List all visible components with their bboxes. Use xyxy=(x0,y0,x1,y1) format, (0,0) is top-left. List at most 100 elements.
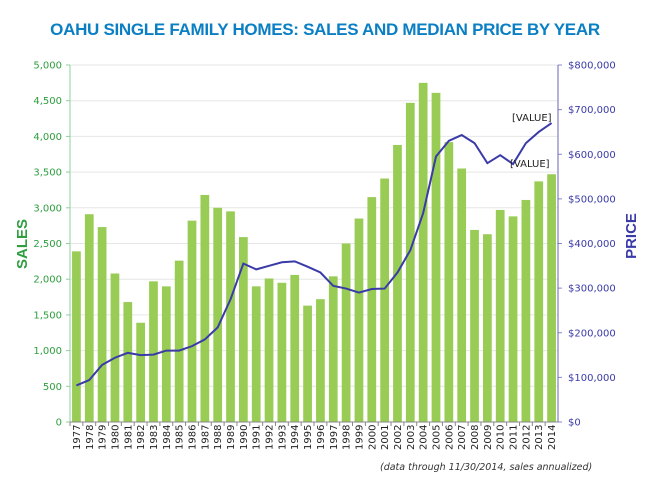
sales-bar-2009 xyxy=(483,234,492,422)
left-tick-label: 4,500 xyxy=(33,96,62,107)
price-line-path xyxy=(76,122,553,387)
sales-bar-1999 xyxy=(354,218,364,422)
price-line xyxy=(76,122,553,387)
x-tick-label: 1978 xyxy=(85,425,96,450)
right-tick-label: $600,000 xyxy=(568,150,616,161)
left-tick-label: 0 xyxy=(56,418,62,429)
sales-bar-1997 xyxy=(328,276,338,422)
x-tick-label: 1985 xyxy=(175,425,186,450)
right-tick-label: $800,000 xyxy=(568,61,616,72)
sales-bar-2011 xyxy=(508,216,518,422)
sales-bar-1989 xyxy=(226,211,235,422)
footnote: (data through 11/30/2014, sales annualiz… xyxy=(380,462,592,473)
x-tick-label: 2006 xyxy=(444,425,455,450)
sales-bar-1979 xyxy=(97,227,107,422)
left-tick-label: 2,000 xyxy=(33,275,62,286)
right-tick-label: $300,000 xyxy=(568,284,616,295)
sales-bar-2007 xyxy=(457,168,467,422)
axes: 0 500 1,000 1,500 2,000 2,500 3,000 3,500 4,000 4… xyxy=(33,61,615,451)
x-tick-label: 1999 xyxy=(354,425,365,450)
x-tick-label: 1993 xyxy=(277,425,288,450)
left-tick-label: 1,500 xyxy=(33,310,62,321)
x-tick-label: 2014 xyxy=(547,425,558,450)
price-annotation: [VALUE] xyxy=(512,113,552,124)
x-tick-label: 2012 xyxy=(521,425,532,450)
right-axis-label: PRICE xyxy=(623,213,640,259)
x-tick-label: 2005 xyxy=(432,425,443,450)
sales-bar-2013 xyxy=(534,181,544,422)
sales-bar-1984 xyxy=(161,286,171,422)
x-tick-label: 2004 xyxy=(419,425,430,450)
right-tick-label: $400,000 xyxy=(568,239,616,250)
sales-bar-1977 xyxy=(72,251,81,422)
sales-bar-1994 xyxy=(290,274,300,422)
sales-bar-1992 xyxy=(264,278,274,422)
x-tick-label: 2011 xyxy=(509,425,520,450)
x-tick-label: 1995 xyxy=(303,425,314,450)
left-tick-label: 1,000 xyxy=(33,346,62,357)
sales-bar-1986 xyxy=(187,220,197,422)
left-tick-label: 3,000 xyxy=(33,203,62,214)
x-tick-label: 2003 xyxy=(406,425,417,450)
x-tick-label: 2008 xyxy=(470,425,481,450)
sales-bar-1987 xyxy=(200,194,210,422)
x-tick-label: 1979 xyxy=(98,425,109,450)
sales-bar-1998 xyxy=(341,243,351,422)
sales-bar-2003 xyxy=(405,102,415,422)
x-tick-label: 1992 xyxy=(265,425,276,450)
sales-bar-1991 xyxy=(251,286,261,422)
x-tick-label: 1989 xyxy=(226,425,237,450)
x-tick-label: 2002 xyxy=(393,425,404,450)
sales-bar-1985 xyxy=(174,260,184,422)
right-tick-label: $700,000 xyxy=(568,105,616,116)
sales-bar-2001 xyxy=(380,178,389,422)
sales-bar-1981 xyxy=(123,302,133,422)
x-tick-label: 1984 xyxy=(162,425,173,450)
right-tick-label: $200,000 xyxy=(568,328,616,339)
sales-bar-2010 xyxy=(495,209,505,422)
right-tick-label: $0 xyxy=(568,418,581,429)
sales-bar-2012 xyxy=(521,199,531,422)
sales-bar-1993 xyxy=(277,282,287,422)
left-tick-label: 3,500 xyxy=(33,168,62,179)
x-tick-label: 2000 xyxy=(367,425,378,450)
left-tick-label: 4,000 xyxy=(33,132,62,143)
x-tick-label: 1988 xyxy=(213,425,224,450)
left-tick-label: 5,000 xyxy=(33,61,62,72)
x-tick-label: 2001 xyxy=(380,425,391,450)
sales-bar-2014 xyxy=(547,174,556,422)
sales-bar-2006 xyxy=(444,142,454,422)
x-tick-label: 1986 xyxy=(188,425,199,450)
x-tick-label: 1991 xyxy=(252,425,263,450)
x-tick-label: 2009 xyxy=(483,425,494,450)
left-tick-label: 500 xyxy=(43,382,62,393)
sales-bar-2005 xyxy=(431,92,441,422)
x-tick-label: 1987 xyxy=(200,425,211,450)
x-tick-label: 1982 xyxy=(136,425,147,450)
right-tick-label: $500,000 xyxy=(568,194,616,205)
x-tick-label: 1990 xyxy=(239,425,250,450)
sales-bar-1983 xyxy=(149,281,158,422)
x-tick-label: 2013 xyxy=(534,425,545,450)
x-tick-label: 1996 xyxy=(316,425,327,450)
sales-bar-1988 xyxy=(213,207,223,422)
sales-annotation: [VALUE] xyxy=(510,159,550,170)
x-tick-label: 1977 xyxy=(72,425,83,450)
x-tick-label: 1981 xyxy=(123,425,134,450)
x-tick-label: 1980 xyxy=(110,425,121,450)
x-tick-label: 1994 xyxy=(290,425,301,450)
left-axis-label: SALES xyxy=(14,219,31,269)
x-tick-label: 2010 xyxy=(496,425,507,450)
x-tick-label: 1997 xyxy=(329,425,340,450)
x-tick-label: 1998 xyxy=(342,425,353,450)
sales-bar-2002 xyxy=(393,144,402,422)
left-tick-label: 2,500 xyxy=(33,239,62,250)
sales-bar-1978 xyxy=(84,214,94,422)
sales-bar-2008 xyxy=(470,229,479,422)
chart-title: OAHU SINGLE FAMILY HOMES: SALES AND MEDI… xyxy=(50,20,600,39)
sales-bar-1995 xyxy=(303,305,312,422)
x-tick-label: 1983 xyxy=(149,425,160,450)
sales-bar-2000 xyxy=(367,197,377,422)
sales-bar-2004 xyxy=(418,82,428,422)
